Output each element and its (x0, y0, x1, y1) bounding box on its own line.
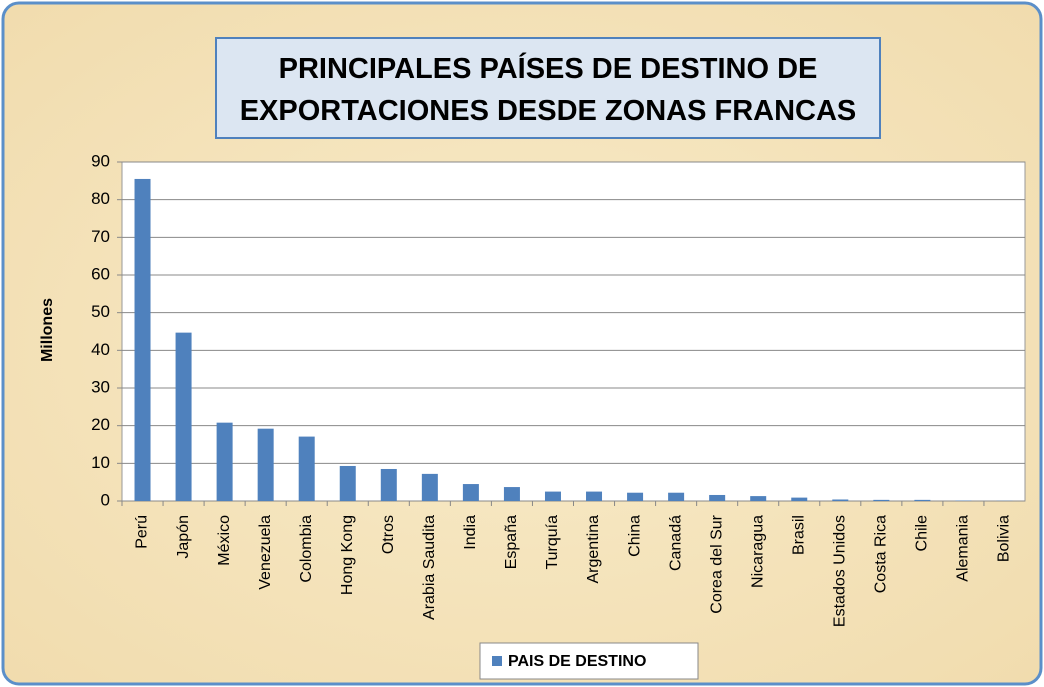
legend-swatch (492, 656, 502, 666)
bar (175, 332, 192, 501)
y-tick-label: 80 (91, 189, 110, 208)
bar (750, 496, 767, 501)
x-tick-label: Costa Rica (873, 515, 890, 593)
x-tick-label: Chile (914, 515, 931, 552)
bar (668, 492, 685, 501)
plot-area (121, 161, 1026, 502)
bar (298, 436, 315, 501)
x-tick-label: Canadá (667, 515, 684, 571)
x-tick-label: Nicaragua (749, 515, 766, 588)
y-axis-label: Millones (39, 298, 56, 362)
x-tick-label: Otros (380, 515, 397, 554)
bar (380, 468, 397, 501)
bar (421, 473, 438, 501)
bar (586, 491, 603, 501)
bar (134, 178, 151, 501)
bar (257, 428, 274, 501)
x-tick-label: Turquía (544, 515, 561, 570)
x-tick-label: Colombia (298, 515, 315, 583)
y-tick-label: 40 (91, 340, 110, 359)
bar (914, 499, 931, 501)
bar (873, 499, 890, 501)
bar (791, 497, 808, 501)
y-tick-label: 10 (91, 453, 110, 472)
y-tick-label: 20 (91, 415, 110, 434)
x-tick-label: España (503, 515, 520, 569)
bar (627, 492, 644, 501)
bar (709, 494, 726, 501)
y-tick-label: 30 (91, 377, 110, 396)
x-tick-label: Venezuela (257, 515, 274, 590)
bar (832, 499, 849, 501)
x-tick-label: China (626, 515, 643, 557)
x-tick-label: Corea del Sur (708, 514, 725, 613)
x-tick-label: Bolivia (996, 515, 1013, 562)
y-tick-label: 60 (91, 264, 110, 283)
y-tick-label: 70 (91, 227, 110, 246)
bar (216, 422, 233, 501)
x-tick-label: Hong Kong (339, 515, 356, 595)
bar (339, 465, 356, 501)
x-tick-label: Alemania (955, 515, 972, 582)
x-tick-label: Arabia Saudita (421, 515, 438, 620)
x-tick-label: India (462, 515, 479, 550)
bar (503, 487, 520, 501)
x-tick-label: Estados Unidos (832, 515, 849, 627)
y-tick-label: 0 (101, 490, 110, 509)
x-tick-label: Argentina (585, 515, 602, 584)
y-tick-label: 50 (91, 302, 110, 321)
y-tick-label: 90 (91, 151, 110, 170)
x-tick-label: Perú (134, 515, 151, 549)
legend-label: PAIS DE DESTINO (508, 653, 646, 670)
title-box (215, 37, 881, 139)
x-tick-label: Japón (175, 515, 192, 559)
legend-box (479, 642, 699, 680)
bar (544, 491, 561, 501)
chart-title: PRINCIPALES PAÍSES DE DESTINO DE EXPORTAC… (240, 51, 857, 127)
x-tick-label: México (216, 515, 233, 566)
x-tick-label: Brasil (790, 515, 807, 555)
bar (462, 484, 479, 501)
